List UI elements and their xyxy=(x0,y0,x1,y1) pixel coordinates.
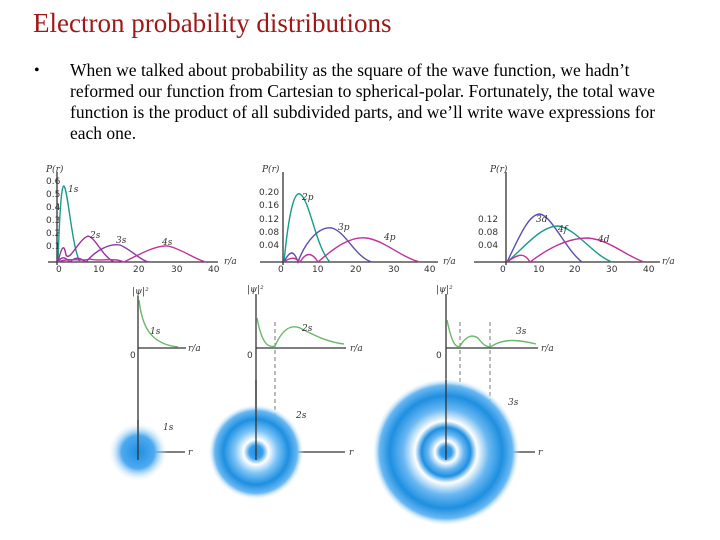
curve-4d xyxy=(506,237,645,264)
cloud1-r: r xyxy=(188,448,193,458)
wave2-label: 2s xyxy=(301,324,313,334)
chart3-xtick: 10 xyxy=(533,265,545,275)
curve-1s xyxy=(57,185,81,263)
chart2-xlabel: r/a xyxy=(443,257,456,267)
cloud2-label: 2s xyxy=(295,411,307,421)
chart3-xtick: 20 xyxy=(569,265,581,275)
chart2-ytick: 0.04 xyxy=(259,241,279,251)
series-label-4s: 4s xyxy=(161,238,173,248)
wave1-ylabel: |ψ|² xyxy=(132,287,149,297)
chart3-ytick: 0.12 xyxy=(478,215,498,225)
chart1-xtick: 10 xyxy=(93,265,105,275)
chart3-ytick: 0.04 xyxy=(478,241,498,251)
wave1-curve xyxy=(138,299,179,348)
chart2-xtick: 10 xyxy=(312,265,324,275)
series-label-2p: 2p xyxy=(301,193,314,203)
chart2-ytick: 0.16 xyxy=(259,201,279,211)
chart2-xtick: 20 xyxy=(350,265,362,275)
chart2-xtick: 30 xyxy=(388,265,400,275)
curve-3s xyxy=(57,243,151,263)
wave3-xlabel: r/a xyxy=(541,344,554,354)
curve-2s xyxy=(57,235,115,263)
curve-3p xyxy=(283,227,373,265)
chart2-ytick: 0.12 xyxy=(259,215,279,225)
cloud3-label: 3s xyxy=(508,398,519,408)
wave3-zero: 0 xyxy=(436,351,442,361)
chart3-ytick: 0.08 xyxy=(478,228,498,238)
cloud2-r: r xyxy=(349,448,354,458)
wave2-zero: 0 xyxy=(247,351,253,361)
chart1-xlabel: r/a xyxy=(224,257,237,267)
chart1-xtick: 30 xyxy=(171,265,183,275)
chart3-ylabel: P(r) xyxy=(489,164,508,175)
wave3-curve xyxy=(446,319,537,348)
wave3-label: 3s xyxy=(516,327,527,337)
cloud1-label: 1s xyxy=(163,423,174,433)
chart2-ylabel: P(r) xyxy=(261,164,280,175)
bullet-marker: • xyxy=(34,62,40,79)
curve-4p xyxy=(283,237,421,264)
chart3-xlabel: r/a xyxy=(662,257,675,267)
chart2-xtick: 40 xyxy=(424,265,436,275)
series-label-4f: 4f xyxy=(557,225,569,235)
curve-2p xyxy=(283,193,331,263)
body-paragraph: When we talked about probability as the … xyxy=(70,60,656,143)
chart1-ytick: 0.1 xyxy=(46,242,60,252)
chart1-ytick: 0.4 xyxy=(46,203,61,213)
chart1-xtick: 0 xyxy=(56,265,62,275)
chart3-xtick: 40 xyxy=(643,265,655,275)
chart1-ytick: 0.6 xyxy=(46,177,61,187)
chart3-xtick: 0 xyxy=(500,265,506,275)
series-label-3s: 3s xyxy=(116,236,127,246)
chart2-ytick: 0.20 xyxy=(259,188,279,198)
chart2-ytick: 0.08 xyxy=(259,228,279,238)
chart-d-orbitals: P(r) 0.12 0.08 0.04 0 10 20 30 40 r/a 3d… xyxy=(474,164,675,275)
wave3-ylabel: |ψ|² xyxy=(436,285,453,295)
chart2-xtick: 0 xyxy=(278,265,284,275)
cloud3-r: r xyxy=(538,448,543,458)
wave2-xlabel: r/a xyxy=(350,344,363,354)
series-label-3p: 3p xyxy=(338,223,350,233)
chart1-xtick: 20 xyxy=(133,265,145,275)
slide-title: Electron probability distributions xyxy=(33,8,392,38)
chart3-xtick: 30 xyxy=(606,265,618,275)
chart1-ylabel: P(r) xyxy=(45,164,64,175)
chart1-ytick: 0.2 xyxy=(46,229,60,239)
wave2-ylabel: |ψ|² xyxy=(247,285,264,295)
chart1-ytick: 0.3 xyxy=(46,216,60,226)
series-label-4d: 4d xyxy=(597,235,610,245)
wave1-label: 1s xyxy=(150,327,161,337)
curve-4s xyxy=(57,245,207,263)
chart1-xtick: 40 xyxy=(208,265,220,275)
curve-4f xyxy=(506,225,613,263)
chart-p-orbitals: P(r) 0.20 0.16 0.12 0.08 0.04 0 10 20 30… xyxy=(259,164,456,275)
wave1-zero: 0 xyxy=(130,351,136,361)
series-label-4p: 4p xyxy=(383,233,396,243)
wave1-xlabel: r/a xyxy=(188,344,201,354)
chart-s-orbitals: P(r) 0.6 0.5 0.4 0.3 0.2 0.1 0 10 20 30 … xyxy=(45,164,237,275)
wave2-curve xyxy=(256,317,345,348)
series-label-2s: 2s xyxy=(89,231,101,241)
series-label-3d: 3d xyxy=(536,215,548,225)
series-label-1s: 1s xyxy=(68,185,79,195)
chart1-ytick: 0.5 xyxy=(46,190,60,200)
curve-3d xyxy=(506,213,583,263)
